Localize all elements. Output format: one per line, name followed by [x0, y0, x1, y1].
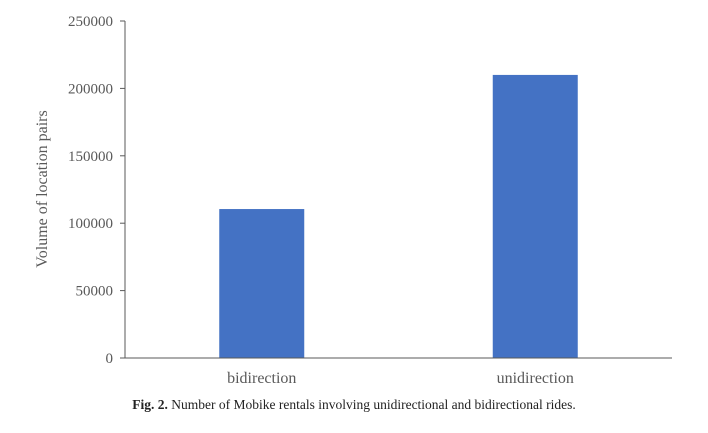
x-tick-label-bidirection: bidirection: [227, 370, 296, 387]
y-tick-label: 50000: [76, 284, 114, 300]
y-tick-label: 150000: [68, 149, 113, 165]
y-tick-label: 250000: [68, 14, 113, 30]
bar-unidirection: [492, 74, 578, 359]
x-axis-labels: bidirection unidirection: [227, 370, 574, 387]
y-tick-label: 200000: [68, 81, 113, 97]
y-tick-label: 100000: [68, 216, 113, 232]
y-axis-title: Volume of location pairs: [34, 110, 51, 267]
figure-caption-text: Number of Mobike rentals involving unidi…: [171, 397, 576, 412]
y-axis-ticks: 0 50000 100000 150000 200000 250000: [68, 14, 125, 367]
bars: [219, 74, 578, 359]
bar-chart: 0 50000 100000 150000 200000 250000 bidirecti…: [34, 14, 672, 387]
figure-caption: Fig. 2. Number of Mobike rentals involvi…: [0, 397, 708, 413]
y-tick-label: 0: [106, 351, 114, 367]
x-tick-label-unidirection: unidirection: [497, 370, 574, 387]
figure-label: Fig. 2.: [132, 397, 168, 412]
bar-bidirection: [219, 209, 305, 358]
